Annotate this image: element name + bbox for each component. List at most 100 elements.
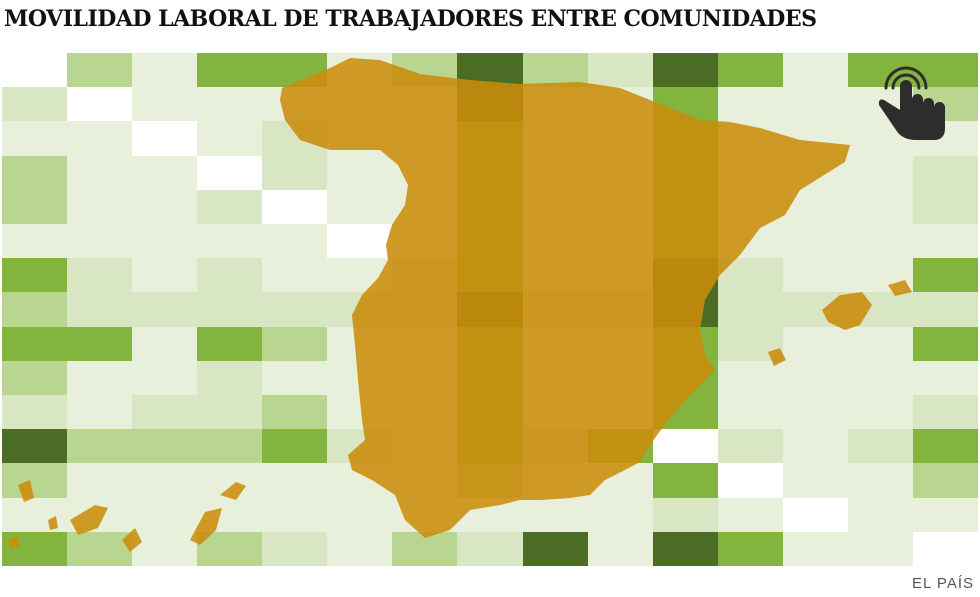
matrix-cell	[262, 360, 328, 395]
matrix-cell	[652, 360, 718, 395]
matrix-cell	[782, 429, 848, 464]
matrix-cell	[912, 531, 978, 566]
matrix-cell	[522, 395, 588, 430]
matrix-cell	[2, 155, 68, 190]
matrix-cell	[587, 53, 653, 88]
matrix-cell	[132, 531, 198, 566]
matrix-cell	[457, 429, 523, 464]
matrix-cell	[262, 189, 328, 224]
matrix-cell	[717, 463, 783, 498]
matrix-cell	[457, 121, 523, 156]
matrix-cell	[782, 121, 848, 156]
matrix-cell	[2, 292, 68, 327]
matrix-cell	[197, 463, 263, 498]
matrix-cell	[327, 429, 393, 464]
matrix-cell	[67, 87, 133, 122]
matrix-cell	[392, 53, 458, 88]
matrix-cell	[327, 189, 393, 224]
matrix-cell	[132, 53, 198, 88]
matrix-cell	[782, 53, 848, 88]
matrix-cell	[262, 155, 328, 190]
matrix-cell	[587, 429, 653, 464]
matrix-cell	[912, 360, 978, 395]
matrix-cell	[457, 531, 523, 566]
matrix-cell	[652, 155, 718, 190]
matrix-cell	[717, 155, 783, 190]
matrix-cell	[457, 189, 523, 224]
matrix-cell	[457, 53, 523, 88]
matrix-cell	[327, 121, 393, 156]
mobility-matrix	[2, 53, 978, 566]
matrix-cell	[522, 463, 588, 498]
matrix-cell	[912, 463, 978, 498]
matrix-cell	[392, 531, 458, 566]
matrix-cell	[2, 429, 68, 464]
matrix-cell	[327, 155, 393, 190]
matrix-cell	[197, 292, 263, 327]
matrix-cell	[67, 258, 133, 293]
matrix-cell	[197, 497, 263, 532]
matrix-cell	[197, 87, 263, 122]
matrix-cell	[717, 121, 783, 156]
matrix-cell	[132, 395, 198, 430]
hand-pointer-icon[interactable]	[876, 60, 956, 144]
matrix-cell	[262, 87, 328, 122]
matrix-cell	[782, 395, 848, 430]
matrix-cell	[262, 224, 328, 259]
matrix-cell	[132, 497, 198, 532]
matrix-cell	[457, 292, 523, 327]
matrix-cell	[782, 224, 848, 259]
matrix-cell	[782, 258, 848, 293]
matrix-cell	[522, 155, 588, 190]
matrix-cell	[457, 87, 523, 122]
matrix-cell	[262, 497, 328, 532]
matrix-cell	[457, 155, 523, 190]
matrix-cell	[782, 531, 848, 566]
matrix-cell	[912, 497, 978, 532]
matrix-cell	[522, 326, 588, 361]
matrix-cell	[67, 395, 133, 430]
matrix-cell	[197, 360, 263, 395]
matrix-cell	[262, 429, 328, 464]
matrix-cell	[67, 531, 133, 566]
matrix-cell	[2, 531, 68, 566]
matrix-cell	[262, 292, 328, 327]
matrix-cell	[717, 292, 783, 327]
matrix-cell	[392, 87, 458, 122]
matrix-cell	[197, 189, 263, 224]
matrix-cell	[587, 155, 653, 190]
matrix-cell	[717, 224, 783, 259]
matrix-cell	[327, 87, 393, 122]
matrix-cell	[392, 224, 458, 259]
matrix-cell	[717, 531, 783, 566]
matrix-cell	[717, 326, 783, 361]
matrix-cell	[132, 292, 198, 327]
matrix-cell	[652, 53, 718, 88]
matrix-cell	[587, 326, 653, 361]
matrix-cell	[2, 53, 68, 88]
matrix-cell	[197, 326, 263, 361]
matrix-cell	[457, 395, 523, 430]
matrix-cell	[717, 189, 783, 224]
matrix-cell	[262, 395, 328, 430]
matrix-cell	[522, 531, 588, 566]
matrix-cell	[912, 429, 978, 464]
matrix-cell	[327, 531, 393, 566]
matrix-cell	[392, 121, 458, 156]
matrix-cell	[847, 531, 913, 566]
matrix-cell	[262, 258, 328, 293]
matrix-cell	[847, 326, 913, 361]
matrix-cell	[392, 258, 458, 293]
matrix-cell	[652, 224, 718, 259]
matrix-cell	[392, 326, 458, 361]
matrix-cell	[392, 360, 458, 395]
matrix-cell	[457, 326, 523, 361]
matrix-cell	[587, 292, 653, 327]
matrix-cell	[782, 360, 848, 395]
matrix-cell	[652, 463, 718, 498]
matrix-cell	[847, 292, 913, 327]
matrix-cell	[67, 53, 133, 88]
matrix-cell	[327, 258, 393, 293]
matrix-cell	[197, 258, 263, 293]
matrix-cell	[782, 87, 848, 122]
